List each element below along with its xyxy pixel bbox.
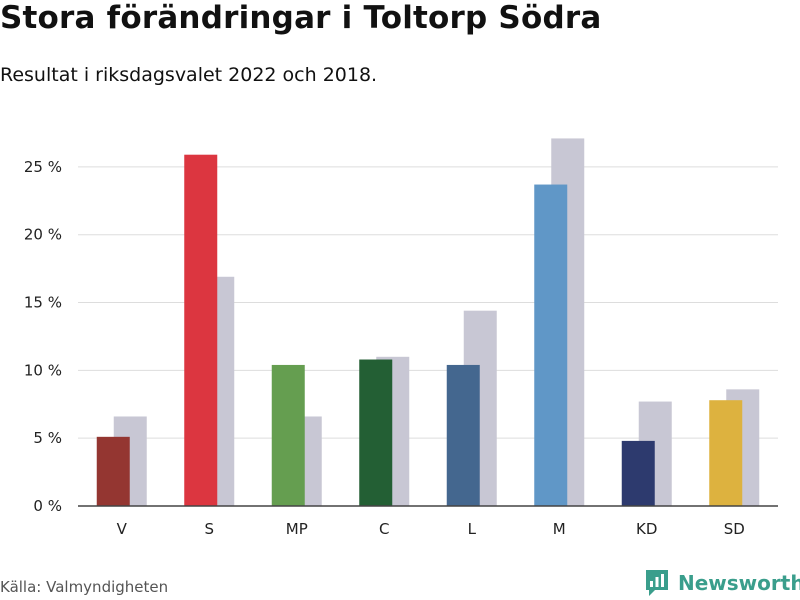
bar-2022-V (96, 436, 130, 506)
x-tick-label: M (553, 520, 566, 538)
chart-subtitle: Resultat i riksdagsvalet 2022 och 2018. (0, 64, 378, 86)
x-tick-label: C (379, 520, 389, 538)
bar-2022-L (446, 364, 480, 506)
x-tick-label: L (468, 520, 477, 538)
brand-logo: Newsworthy (644, 568, 800, 598)
x-tick-label: V (117, 520, 128, 538)
x-tick-label: KD (636, 520, 657, 538)
bar-chart: 0 % 5 % 10 % 15 % 20 % 25 % V S MP C L M KD SD (24, 138, 778, 538)
y-tick-label: 5 % (33, 429, 62, 447)
x-tick-label: SD (724, 520, 745, 538)
bar-chart-speech-bubble-icon (646, 570, 668, 596)
brand-name: Newsworthy (678, 571, 800, 595)
bar-2022-MP (271, 364, 305, 506)
y-tick-label: 15 % (24, 294, 62, 312)
y-tick-label: 10 % (24, 361, 62, 379)
y-tick-label: 20 % (24, 226, 62, 244)
bar-2022-KD (621, 440, 655, 506)
bar-2022-C (359, 359, 393, 506)
bar-2022-SD (709, 400, 743, 506)
x-tick-label: S (204, 520, 214, 538)
x-tick-label: MP (286, 520, 308, 538)
chart-title: Stora förändringar i Toltorp Södra (0, 0, 602, 36)
y-tick-label: 25 % (24, 158, 62, 176)
source-note: Källa: Valmyndigheten (0, 578, 169, 596)
bar-2022-S (184, 154, 218, 506)
bar-2022-M (534, 184, 568, 507)
y-tick-label: 0 % (33, 497, 62, 515)
